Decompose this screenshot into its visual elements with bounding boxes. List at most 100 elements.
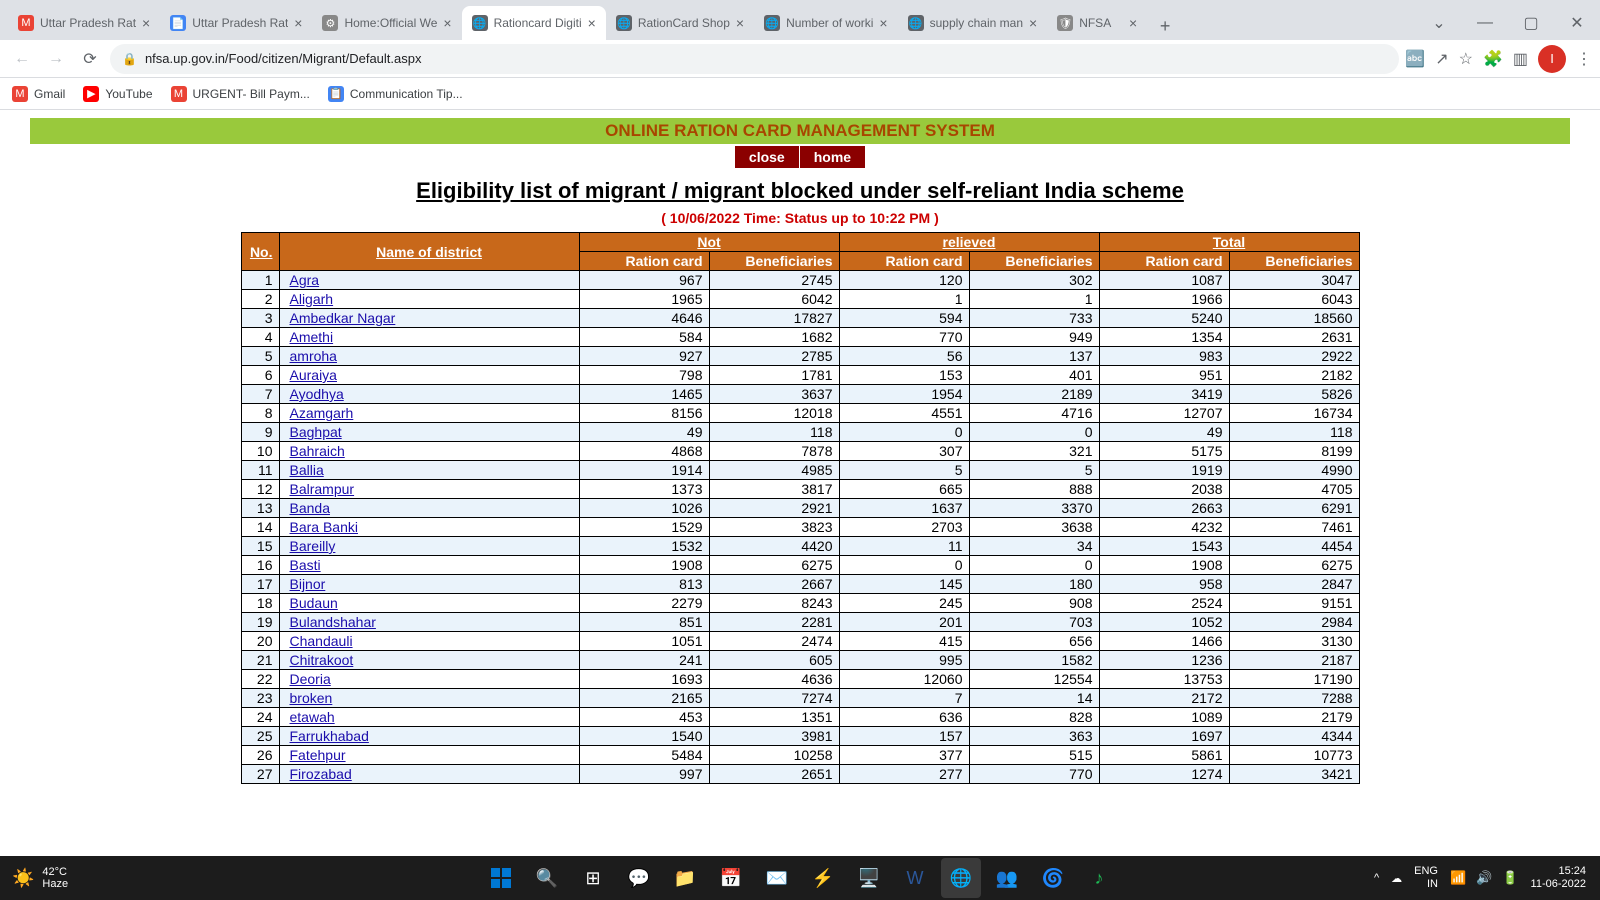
district-link[interactable]: Bijnor <box>286 576 326 592</box>
district-link[interactable]: Firozabad <box>286 766 352 782</box>
winamp-app-icon[interactable]: ⚡ <box>803 858 843 898</box>
chrome-app-icon[interactable]: 🌐 <box>941 858 981 898</box>
cell-no: 14 <box>241 518 279 537</box>
district-link[interactable]: Banda <box>286 500 330 516</box>
district-link[interactable]: Baghpat <box>286 424 342 440</box>
reload-button[interactable]: ⟳ <box>76 45 104 73</box>
district-link[interactable]: Bareilly <box>286 538 336 554</box>
district-link[interactable]: Ambedkar Nagar <box>286 310 396 326</box>
browser-tab[interactable]: 🛡 NFSA × <box>1047 6 1147 40</box>
minimize-button[interactable]: ― <box>1462 6 1508 40</box>
district-link[interactable]: Ayodhya <box>286 386 344 402</box>
cell-not-ration: 49 <box>579 423 709 442</box>
cell-rel-ration: 5 <box>839 461 969 480</box>
cell-no: 18 <box>241 594 279 613</box>
start-button[interactable] <box>481 858 521 898</box>
district-link[interactable]: Budaun <box>286 595 338 611</box>
tab-close-icon[interactable]: × <box>1029 15 1037 31</box>
sidepanel-icon[interactable]: ▥ <box>1513 49 1528 69</box>
district-link[interactable]: Chitrakoot <box>286 652 354 668</box>
browser-tab[interactable]: ⚙ Home:Official We × <box>312 6 461 40</box>
chevron-down-icon[interactable]: ⌄ <box>1416 6 1462 40</box>
district-link[interactable]: Bahraich <box>286 443 345 459</box>
task-view-button[interactable]: ⊞ <box>573 858 613 898</box>
language-indicator[interactable]: ENG <box>1414 865 1438 878</box>
search-button[interactable]: 🔍 <box>527 858 567 898</box>
cell-rel-ration: 770 <box>839 328 969 347</box>
battery-icon[interactable]: 🔋 <box>1502 870 1518 886</box>
edge-app-icon[interactable]: 🌀 <box>1033 858 1073 898</box>
tab-close-icon[interactable]: × <box>142 15 150 31</box>
district-link[interactable]: Ballia <box>286 462 324 478</box>
back-button[interactable]: ← <box>8 45 36 73</box>
profile-avatar[interactable]: I <box>1538 45 1566 73</box>
chat-app-icon[interactable]: 💬 <box>619 858 659 898</box>
address-bar[interactable]: 🔒 nfsa.up.gov.in/Food/citizen/Migrant/De… <box>110 44 1399 74</box>
browser-tab[interactable]: 🌐 Rationcard Digiti × <box>462 6 606 40</box>
cell-tot-benef: 2631 <box>1229 328 1359 347</box>
explorer-app-icon[interactable]: 📁 <box>665 858 705 898</box>
teams-app-icon[interactable]: 👥 <box>987 858 1027 898</box>
district-link[interactable]: Deoria <box>286 671 331 687</box>
tab-title: Home:Official We <box>344 16 437 30</box>
browser-tab[interactable]: 🌐 RationCard Shop × <box>606 6 754 40</box>
bookmark-item[interactable]: ▶ YouTube <box>83 86 152 102</box>
district-link[interactable]: Bara Banki <box>286 519 358 535</box>
menu-icon[interactable]: ⋮ <box>1576 49 1592 69</box>
browser-tab[interactable]: 📄 Uttar Pradesh Rat × <box>160 6 312 40</box>
district-link[interactable]: etawah <box>286 709 335 725</box>
district-link[interactable]: amroha <box>286 348 337 364</box>
district-link[interactable]: broken <box>286 690 333 706</box>
district-link[interactable]: Azamgarh <box>286 405 354 421</box>
district-link[interactable]: Balrampur <box>286 481 355 497</box>
extensions-icon[interactable]: 🧩 <box>1483 49 1503 69</box>
wifi-icon[interactable]: 📶 <box>1450 870 1466 886</box>
tab-title: RationCard Shop <box>638 16 730 30</box>
table-row: 1 Agra 967 2745 120 302 1087 3047 <box>241 271 1359 290</box>
volume-icon[interactable]: 🔊 <box>1476 870 1492 886</box>
browser-tab[interactable]: 🌐 supply chain man × <box>898 6 1048 40</box>
tab-close-icon[interactable]: × <box>736 15 744 31</box>
weather-widget[interactable]: ☀️ 42°C Haze <box>0 866 80 890</box>
tab-close-icon[interactable]: × <box>1129 15 1137 31</box>
district-link[interactable]: Agra <box>286 272 320 288</box>
bookmark-item[interactable]: 📋 Communication Tip... <box>328 86 463 102</box>
district-link[interactable]: Bulandshahar <box>286 614 376 630</box>
browser-tab[interactable]: 🌐 Number of worki × <box>754 6 898 40</box>
district-link[interactable]: Amethi <box>286 329 334 345</box>
tab-close-icon[interactable]: × <box>879 15 887 31</box>
district-link[interactable]: Aligarh <box>286 291 334 307</box>
close-window-button[interactable]: ✕ <box>1554 6 1600 40</box>
bookmark-item[interactable]: M Gmail <box>12 86 65 102</box>
translate-icon[interactable]: 🔤 <box>1405 49 1425 69</box>
district-link[interactable]: Fatehpur <box>286 747 346 763</box>
home-button[interactable]: home <box>800 146 865 168</box>
forward-button[interactable]: → <box>42 45 70 73</box>
clock-time[interactable]: 15:24 <box>1558 865 1586 878</box>
district-link[interactable]: Farrukhabad <box>286 728 369 744</box>
new-tab-button[interactable]: + <box>1151 12 1179 40</box>
cell-no: 22 <box>241 670 279 689</box>
calendar-app-icon[interactable]: 📅 <box>711 858 751 898</box>
header-not-benef: Beneficiaries <box>709 252 839 271</box>
mail-app-icon[interactable]: ✉️ <box>757 858 797 898</box>
browser-tab[interactable]: M Uttar Pradesh Rat × <box>8 6 160 40</box>
bookmark-item[interactable]: M URGENT- Bill Paym... <box>171 86 310 102</box>
bookmark-favicon-icon: M <box>171 86 187 102</box>
close-button[interactable]: close <box>735 146 800 168</box>
share-icon[interactable]: ↗ <box>1435 49 1448 69</box>
tab-close-icon[interactable]: × <box>294 15 302 31</box>
maximize-button[interactable]: ▢ <box>1508 6 1554 40</box>
bookmark-star-icon[interactable]: ☆ <box>1459 49 1473 69</box>
district-link[interactable]: Chandauli <box>286 633 353 649</box>
tab-close-icon[interactable]: × <box>588 15 596 31</box>
monitor-app-icon[interactable]: 🖥️ <box>849 858 889 898</box>
onedrive-icon[interactable]: ☁ <box>1391 872 1402 885</box>
district-link[interactable]: Auraiya <box>286 367 337 383</box>
district-link[interactable]: Basti <box>286 557 321 573</box>
spotify-app-icon[interactable]: ♪ <box>1079 858 1119 898</box>
tray-chevron-icon[interactable]: ^ <box>1374 872 1379 884</box>
table-row: 21 Chitrakoot 241 605 995 1582 1236 2187 <box>241 651 1359 670</box>
word-app-icon[interactable]: W <box>895 858 935 898</box>
tab-close-icon[interactable]: × <box>443 15 451 31</box>
